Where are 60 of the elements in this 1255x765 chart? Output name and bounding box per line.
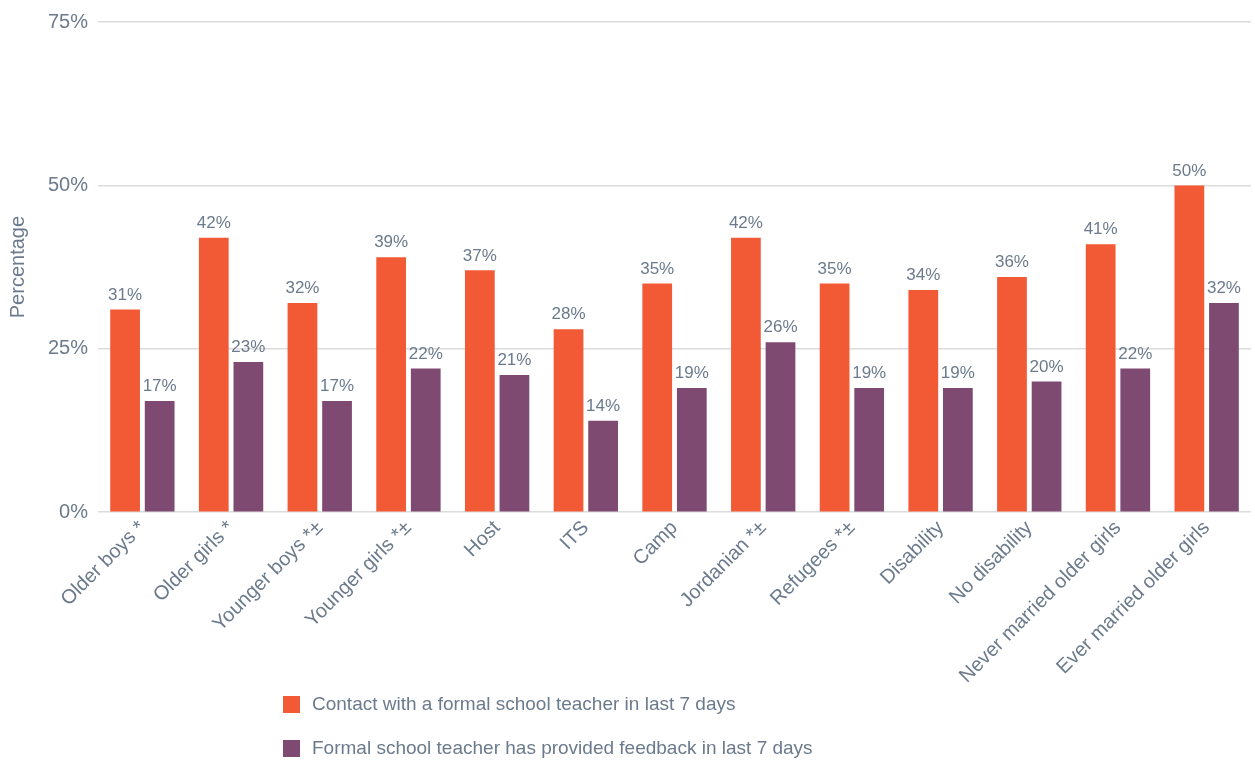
data-label: 19% bbox=[674, 363, 709, 383]
data-label: 36% bbox=[994, 252, 1029, 272]
bar bbox=[1209, 303, 1239, 512]
legend-label: Formal school teacher has provided feedback in last 7 days bbox=[312, 736, 813, 760]
data-label: 32% bbox=[285, 278, 320, 298]
data-label: 17% bbox=[142, 376, 177, 396]
data-label: 26% bbox=[763, 317, 798, 337]
legend-label: Contact with a formal school teacher in last 7 days bbox=[312, 692, 736, 716]
bar bbox=[1174, 185, 1205, 512]
y-axis-title: Percentage bbox=[5, 215, 28, 319]
bar bbox=[322, 401, 352, 512]
x-tick-label: ITS bbox=[554, 515, 593, 554]
bar bbox=[819, 283, 850, 512]
bar bbox=[1120, 368, 1151, 512]
data-label: 19% bbox=[852, 363, 887, 383]
bar bbox=[854, 388, 885, 512]
y-tick-label: 75% bbox=[48, 9, 89, 32]
data-label: 35% bbox=[640, 258, 675, 278]
data-label: 20% bbox=[1029, 356, 1064, 376]
bar bbox=[198, 237, 229, 512]
bar bbox=[676, 388, 707, 512]
data-label: 23% bbox=[231, 337, 266, 357]
data-label: 28% bbox=[551, 304, 586, 324]
data-label: 19% bbox=[940, 363, 975, 383]
data-label: 14% bbox=[586, 395, 621, 415]
bar bbox=[376, 257, 407, 512]
bar bbox=[588, 420, 618, 512]
data-label: 31% bbox=[108, 284, 143, 304]
data-label: 34% bbox=[906, 265, 941, 285]
bar bbox=[464, 270, 495, 512]
data-label: 22% bbox=[408, 343, 443, 363]
bar bbox=[287, 303, 318, 512]
data-label: 42% bbox=[196, 212, 231, 232]
data-label: 39% bbox=[374, 232, 409, 252]
data-label: 37% bbox=[462, 245, 497, 265]
bar bbox=[908, 289, 939, 512]
bar bbox=[233, 361, 264, 512]
bar bbox=[1085, 244, 1116, 512]
y-tick-label: 0% bbox=[59, 499, 89, 522]
data-label: 41% bbox=[1083, 219, 1118, 239]
data-label: 35% bbox=[817, 258, 852, 278]
bar bbox=[553, 329, 584, 512]
data-label: 17% bbox=[320, 376, 355, 396]
bar bbox=[731, 237, 761, 512]
data-label: 32% bbox=[1206, 278, 1241, 298]
bar bbox=[410, 368, 441, 512]
data-label: 42% bbox=[728, 212, 763, 232]
data-label: 21% bbox=[497, 350, 532, 370]
bar bbox=[1031, 381, 1062, 512]
y-tick-label: 25% bbox=[48, 336, 89, 359]
data-label: 50% bbox=[1172, 160, 1207, 180]
bar bbox=[997, 276, 1027, 512]
bar bbox=[765, 342, 796, 512]
bar bbox=[144, 401, 175, 512]
data-label: 22% bbox=[1118, 343, 1153, 363]
bar bbox=[943, 388, 973, 512]
bar bbox=[642, 283, 673, 512]
y-tick-label: 50% bbox=[48, 172, 89, 195]
bar bbox=[499, 374, 530, 512]
bar bbox=[110, 309, 140, 512]
